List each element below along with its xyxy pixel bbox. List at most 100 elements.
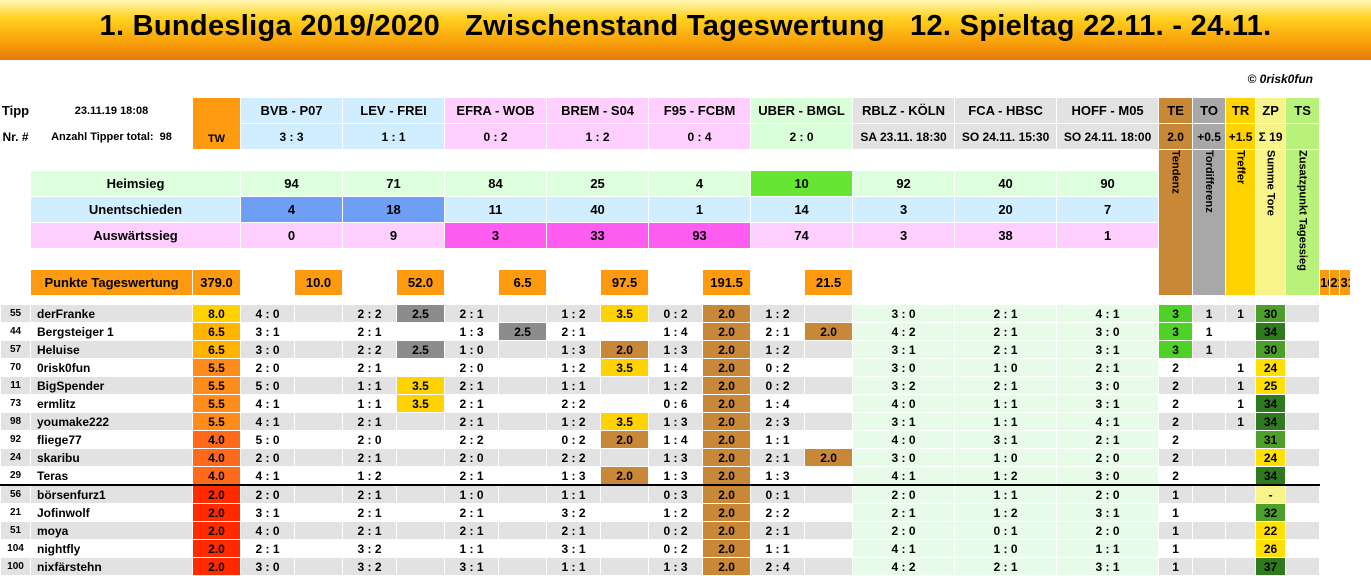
- player-tip-points: [293, 466, 344, 486]
- player-tip: 1 : 3: [648, 557, 704, 576]
- player-tip: 2 : 1: [342, 412, 398, 431]
- player-tip-points: [293, 539, 344, 558]
- punkte-row: Punkte Tageswertung 379.0 10.0 52.0 6.5 …: [0, 269, 1371, 296]
- player-zp: 32: [1255, 503, 1287, 522]
- player-tw: 4.0: [192, 448, 241, 467]
- player-tip-points: [600, 394, 650, 413]
- player-tip: 3 : 2: [546, 503, 602, 522]
- total-value: 98: [159, 130, 172, 143]
- unent-3: 11: [444, 196, 548, 223]
- player-tip: 1 : 0: [954, 358, 1058, 377]
- header-row-2: Nr. # Anzahl Tipper total: 98 3 : 3 1 : …: [0, 123, 1371, 150]
- player-tip-points: 2.0: [804, 322, 854, 341]
- player-tip-points: [804, 394, 854, 413]
- player-te: 1: [1158, 484, 1194, 504]
- player-tip: 2 : 1: [444, 376, 500, 395]
- player-tip: 2 : 1: [444, 503, 500, 522]
- match-result-2: 1 : 1: [342, 123, 446, 150]
- player-tip-points: [804, 430, 854, 449]
- to-header: TO: [1192, 97, 1227, 124]
- player-te: 3: [1158, 304, 1194, 323]
- player-name: börsenfurz1: [30, 484, 193, 504]
- player-tip: 2 : 0: [1056, 484, 1160, 504]
- player-tip: 3 : 1: [240, 322, 295, 341]
- player-tip: 1 : 0: [954, 539, 1058, 558]
- player-ts: [1285, 484, 1321, 504]
- player-tip-points: [600, 557, 650, 576]
- player-tip-points: [293, 322, 344, 341]
- aus-3: 3: [444, 222, 548, 249]
- player-tip-points: 2.0: [702, 340, 752, 359]
- title-banner: 1. Bundesliga 2019/2020 Zwischenstand Ta…: [0, 0, 1371, 60]
- player-name: Heluise: [30, 340, 193, 359]
- player-tip: 1 : 1: [750, 539, 806, 558]
- player-name: BigSpender: [30, 376, 193, 395]
- player-tip: 2 : 1: [342, 521, 398, 540]
- player-tip-points: [600, 376, 650, 395]
- player-tip-points: [396, 503, 446, 522]
- match-result-3: 0 : 2: [444, 123, 548, 150]
- player-tr: 1: [1225, 412, 1257, 431]
- player-tip: 3 : 0: [852, 358, 956, 377]
- player-tip: 1 : 3: [546, 466, 602, 486]
- match-header-7: RBLZ - KÖLN: [852, 97, 956, 124]
- player-tip-points: 2.0: [702, 484, 752, 504]
- player-tip-points: [498, 539, 548, 558]
- player-nr: 55: [0, 304, 31, 323]
- player-te: 2: [1158, 430, 1194, 449]
- player-nr: 24: [0, 448, 31, 467]
- total-label: Anzahl Tipper total:: [51, 130, 154, 143]
- match-header-2: LEV - FREI: [342, 97, 446, 124]
- player-tw: 2.0: [192, 503, 241, 522]
- player-tr: [1225, 322, 1257, 341]
- player-tip: 1 : 0: [444, 484, 500, 504]
- player-name: fliege77: [30, 430, 193, 449]
- player-zp: 34: [1255, 466, 1287, 486]
- player-tip: 3 : 0: [852, 304, 956, 323]
- player-tip-points: [396, 539, 446, 558]
- pts-1: 10.0: [293, 269, 344, 296]
- player-tip: 3 : 2: [852, 376, 956, 395]
- player-tip: 2 : 1: [954, 376, 1058, 395]
- player-zp: 30: [1255, 304, 1287, 323]
- player-tip: 4 : 1: [240, 466, 295, 486]
- player-tip: 3 : 1: [240, 503, 295, 522]
- player-tip-points: 2.0: [702, 521, 752, 540]
- player-tip: 2 : 0: [852, 484, 956, 504]
- player-tip-points: [498, 340, 548, 359]
- player-tip: 1 : 0: [954, 448, 1058, 467]
- to-total: 21: [1329, 269, 1341, 296]
- te-total: 161: [1319, 269, 1331, 296]
- player-tip: 1 : 2: [954, 503, 1058, 522]
- heim-9: 90: [1056, 170, 1160, 197]
- player-tip: 1 : 1: [546, 376, 602, 395]
- player-tip-points: 2.0: [702, 394, 752, 413]
- player-tip: 3 : 1: [954, 430, 1058, 449]
- pts-2: 52.0: [396, 269, 446, 296]
- player-tip-points: 3.5: [600, 358, 650, 377]
- player-tip: 3 : 0: [1056, 322, 1160, 341]
- player-tip: 1 : 2: [546, 304, 602, 323]
- player-te: 2: [1158, 412, 1194, 431]
- player-tip: 2 : 2: [342, 340, 398, 359]
- player-tip: 0 : 3: [648, 484, 704, 504]
- player-te: 3: [1158, 322, 1194, 341]
- player-name: youmake222: [30, 412, 193, 431]
- player-tr: [1225, 466, 1257, 486]
- player-tip: 1 : 3: [546, 340, 602, 359]
- player-tip: 1 : 4: [750, 394, 806, 413]
- player-tip: 4 : 1: [1056, 304, 1160, 323]
- player-tip: 0 : 1: [750, 484, 806, 504]
- player-tip-points: 2.0: [600, 340, 650, 359]
- player-tip: 2 : 4: [750, 557, 806, 576]
- player-tip: 2 : 1: [750, 521, 806, 540]
- player-tip: 2 : 1: [546, 521, 602, 540]
- zp-header: ZP: [1255, 97, 1287, 124]
- player-tip-points: 2.5: [396, 340, 446, 359]
- player-ts: [1285, 358, 1321, 377]
- aus-5: 93: [648, 222, 752, 249]
- player-tip-points: [498, 394, 548, 413]
